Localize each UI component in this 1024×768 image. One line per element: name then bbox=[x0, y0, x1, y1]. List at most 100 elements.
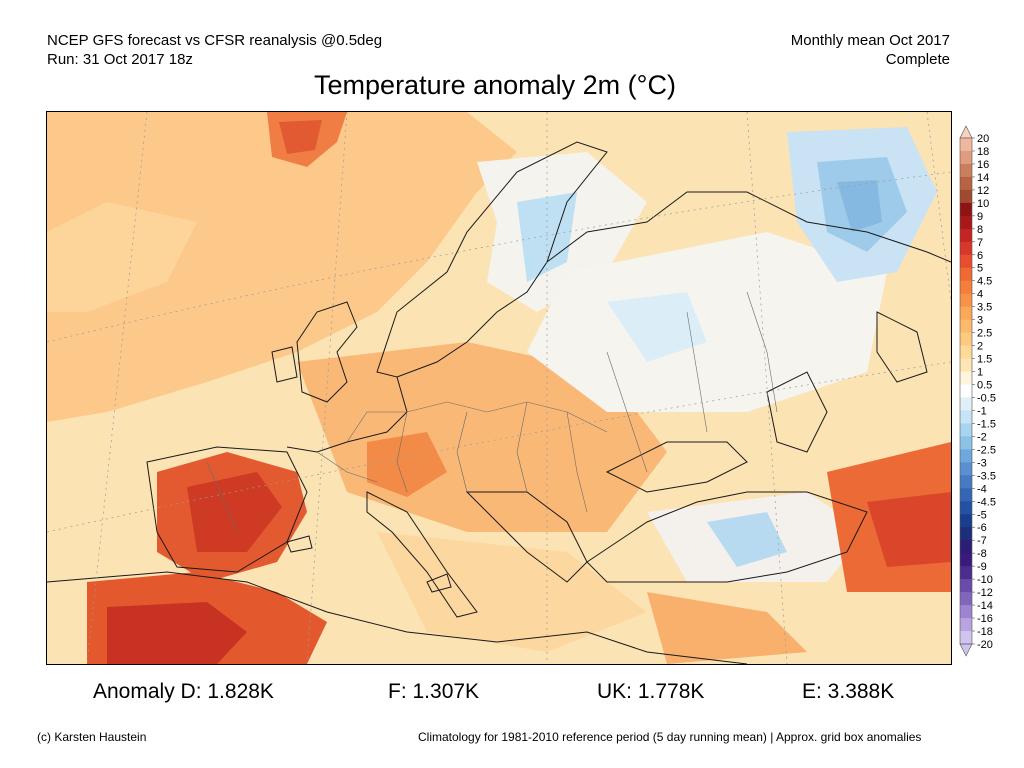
legend-swatch bbox=[960, 319, 972, 334]
legend-swatch bbox=[960, 202, 972, 217]
borders bbox=[206, 291, 778, 533]
legend-swatch bbox=[960, 527, 972, 541]
legend-level-label: -8 bbox=[977, 548, 987, 560]
run-date: Run: 31 Oct 2017 18z bbox=[47, 51, 193, 68]
anomaly-stat-e: E: 3.388K bbox=[802, 680, 895, 703]
legend-swatch bbox=[960, 605, 972, 619]
legend-swatch bbox=[960, 553, 972, 567]
legend-swatch bbox=[960, 306, 972, 321]
legend-level-label: -12 bbox=[977, 587, 993, 599]
coastlines bbox=[47, 141, 951, 664]
legend-level-label: 1 bbox=[977, 367, 983, 379]
legend-level-label: -4.5 bbox=[977, 496, 996, 508]
legend-swatch bbox=[960, 384, 972, 398]
legend-swatch bbox=[960, 163, 972, 178]
legend-level-label: 8 bbox=[977, 224, 983, 236]
legend-swatch bbox=[960, 228, 972, 243]
legend-frame bbox=[959, 137, 973, 645]
legend-level-label: 18 bbox=[977, 146, 989, 158]
legend-swatch bbox=[960, 189, 972, 204]
legend-swatch bbox=[960, 501, 972, 515]
legend-swatch bbox=[960, 462, 972, 476]
legend-level-label: -0.5 bbox=[977, 392, 996, 404]
legend-level-label: -14 bbox=[977, 600, 993, 612]
credit-text: (c) Karsten Haustein bbox=[37, 730, 147, 744]
legend-level-label: -1.5 bbox=[977, 418, 996, 430]
legend-level-label: 9 bbox=[977, 211, 983, 223]
legend-level-label: 14 bbox=[977, 172, 989, 184]
legend-level-label: -2.5 bbox=[977, 444, 996, 456]
legend-swatch bbox=[960, 176, 972, 191]
legend-level-label: -6 bbox=[977, 522, 987, 534]
color-legend: 20 18 16 14 12 10 9 8 7 6 5 4.5 4 3.5 3 2.5 2 1.5 1 0.5 -0.5… bbox=[958, 125, 1024, 657]
legend-swatch bbox=[960, 410, 972, 424]
legend-level-label: 0.5 bbox=[977, 380, 992, 392]
legend-level-label: -20 bbox=[977, 639, 993, 651]
legend-level-label: 12 bbox=[977, 185, 989, 197]
anomaly-stat-uk: UK: 1.778K bbox=[597, 680, 705, 703]
legend-swatch bbox=[960, 592, 972, 606]
legend-level-label: -1 bbox=[977, 405, 987, 417]
header-right: Monthly mean Oct 2017 Complete bbox=[791, 31, 950, 69]
legend-level-label: 7 bbox=[977, 237, 983, 249]
legend-level-label: -16 bbox=[977, 613, 993, 625]
legend-level-label: 16 bbox=[977, 159, 989, 171]
legend-level-label: 1.5 bbox=[977, 354, 992, 366]
legend-level-label: 3.5 bbox=[977, 302, 992, 314]
anomaly-patches bbox=[47, 112, 951, 664]
legend-swatch bbox=[960, 254, 972, 269]
completion-status: Complete bbox=[885, 51, 950, 68]
legend-swatch bbox=[960, 345, 972, 360]
legend-swatch bbox=[960, 150, 972, 165]
legend-arrow-bottom bbox=[959, 643, 973, 657]
legend-swatch bbox=[960, 215, 972, 230]
legend-swatch bbox=[960, 579, 972, 593]
model-run-title: NCEP GFS forecast vs CFSR reanalysis @0.… bbox=[47, 32, 383, 49]
legend-swatch bbox=[960, 293, 972, 308]
legend-arrow-top bbox=[959, 125, 973, 139]
anomaly-stat-d: Anomaly D: 1.828K bbox=[93, 680, 274, 703]
graticule bbox=[47, 112, 951, 664]
legend-swatch bbox=[960, 631, 972, 645]
legend-level-label: -4 bbox=[977, 483, 987, 495]
legend-level-label: 3 bbox=[977, 315, 983, 327]
legend-level-label: -18 bbox=[977, 626, 993, 638]
legend-level-label: -7 bbox=[977, 535, 987, 547]
legend-level-label: 5 bbox=[977, 263, 983, 275]
legend-level-label: -9 bbox=[977, 561, 987, 573]
legend-swatch bbox=[960, 540, 972, 554]
header-left: NCEP GFS forecast vs CFSR reanalysis @0.… bbox=[47, 31, 382, 69]
legend-level-label: 6 bbox=[977, 250, 983, 262]
legend-swatch bbox=[960, 358, 972, 373]
legend-level-label: -10 bbox=[977, 574, 993, 586]
legend-level-label: 2.5 bbox=[977, 328, 992, 340]
legend-level-label: -3.5 bbox=[977, 470, 996, 482]
legend-swatch bbox=[960, 138, 972, 152]
legend-level-label: -3 bbox=[977, 457, 987, 469]
legend-swatch bbox=[960, 332, 972, 347]
legend-swatch bbox=[960, 514, 972, 528]
legend-swatch bbox=[960, 241, 972, 256]
period-label: Monthly mean Oct 2017 bbox=[790, 32, 950, 49]
legend-level-label: 20 bbox=[977, 133, 989, 145]
legend-level-label: 4.5 bbox=[977, 276, 992, 288]
map-title: Temperature anomaly 2m (°C) bbox=[314, 70, 676, 100]
legend-swatch bbox=[960, 449, 972, 463]
legend-swatch bbox=[960, 280, 972, 295]
legend-level-label: -2 bbox=[977, 431, 987, 443]
legend-swatch bbox=[960, 475, 972, 489]
legend-level-label: 10 bbox=[977, 198, 989, 210]
legend-level-label: 2 bbox=[977, 341, 983, 353]
legend-level-label: -5 bbox=[977, 509, 987, 521]
legend-swatch bbox=[960, 423, 972, 437]
legend-swatch bbox=[960, 436, 972, 450]
legend-swatch bbox=[960, 267, 972, 282]
legend-swatch bbox=[960, 618, 972, 632]
anomaly-map[interactable] bbox=[46, 111, 952, 665]
climatology-note: Climatology for 1981-2010 reference peri… bbox=[418, 730, 922, 744]
anomaly-map-canvas bbox=[47, 112, 951, 664]
legend-colorbar: 201816141210987654.543.532.521.510.5-0.5… bbox=[959, 125, 996, 657]
legend-swatch bbox=[960, 397, 972, 411]
legend-swatch bbox=[960, 371, 972, 386]
legend-swatch bbox=[960, 488, 972, 502]
